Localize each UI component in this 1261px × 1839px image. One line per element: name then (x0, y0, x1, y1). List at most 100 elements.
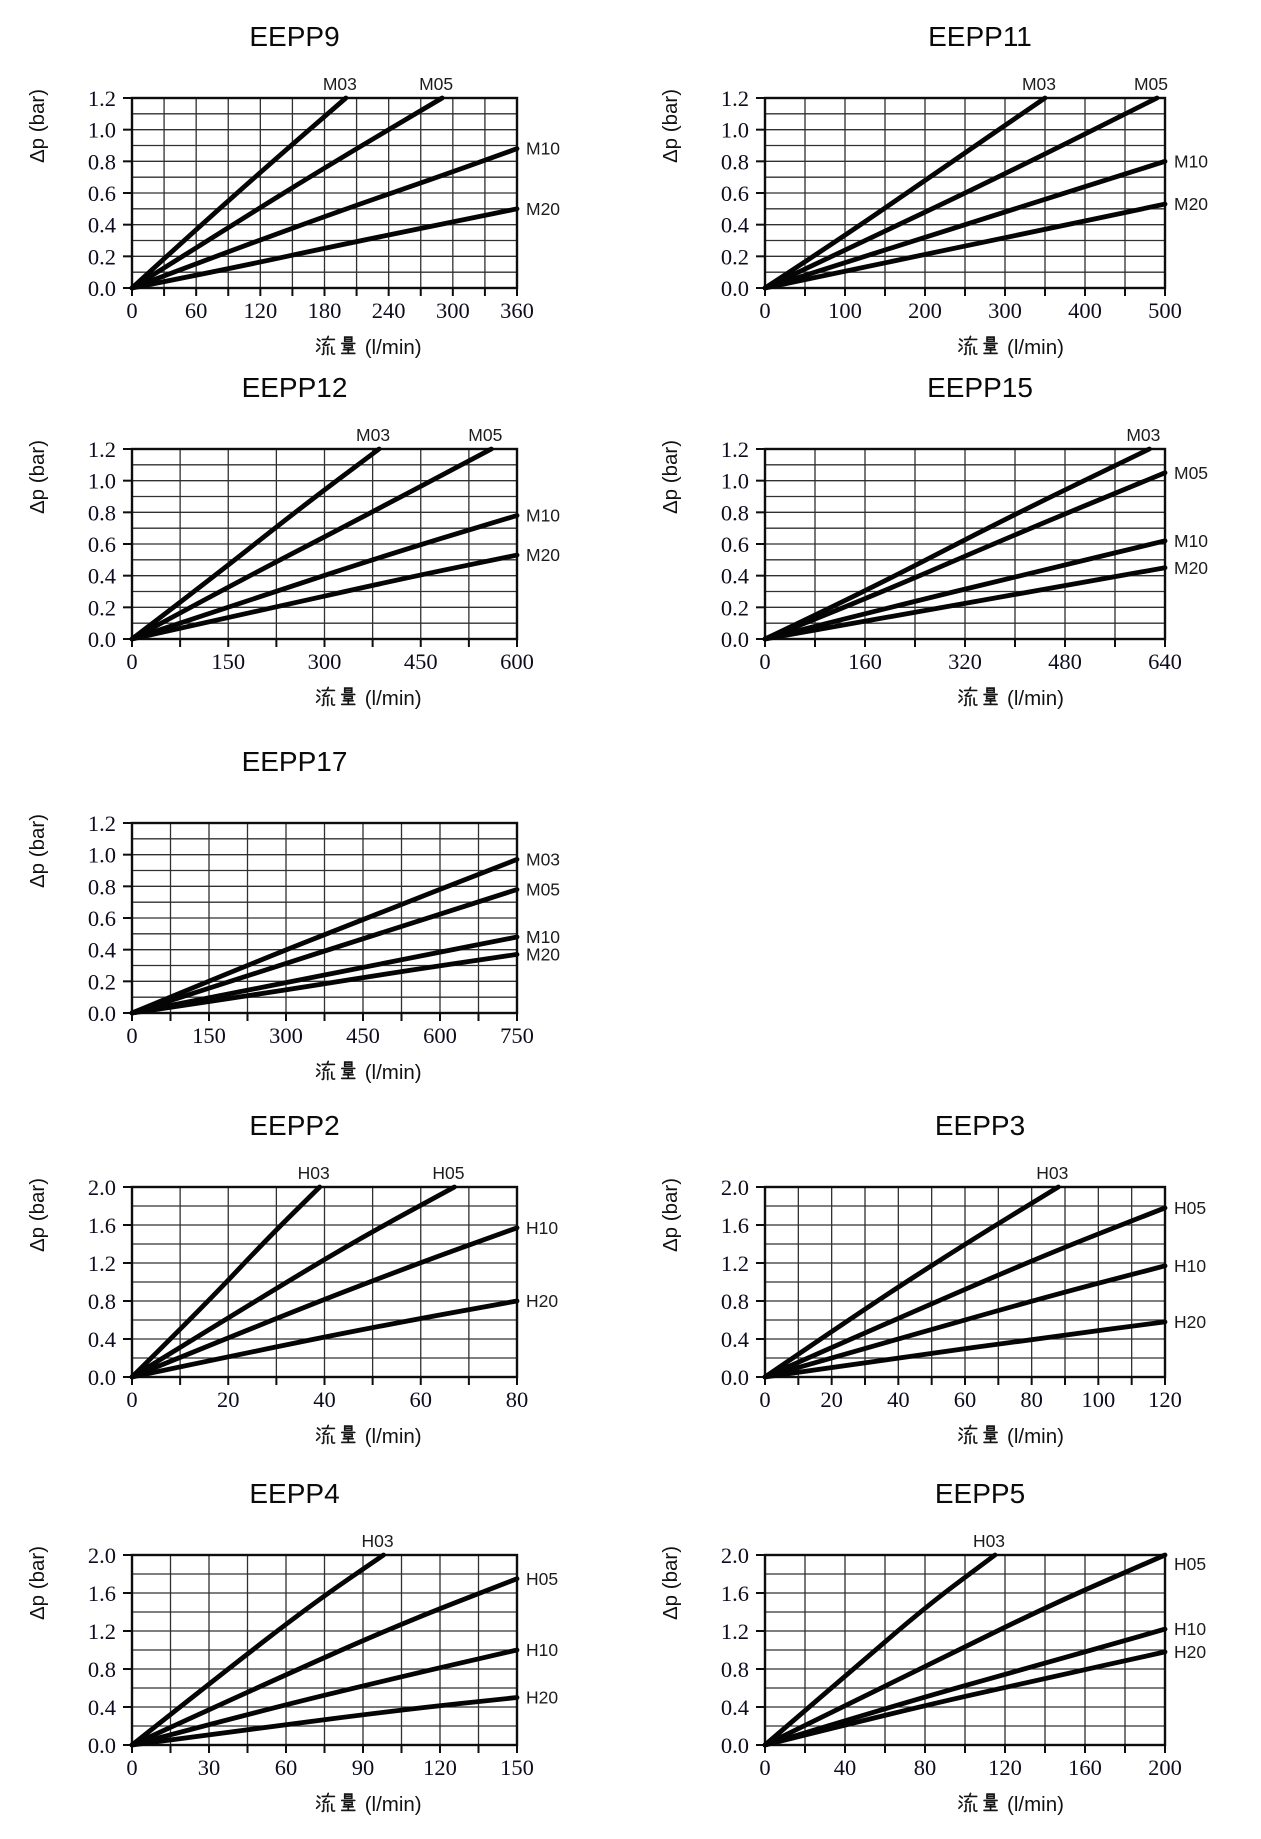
chart-EEPP12: M03 M05 M10 M20 EEPP12 0.0 0.2 0.4 0.6 0.8 1.0 1.2 0… (26, 372, 560, 710)
y-tick-label: 0.2 (88, 969, 116, 994)
y-tick-label: 0.8 (721, 1289, 749, 1314)
x-tick-label: 0 (126, 298, 137, 323)
chart-title: EEPP12 (242, 372, 348, 403)
chart-title: EEPP4 (249, 1478, 339, 1509)
x-axis-label-unit: (l/min) (365, 687, 422, 710)
curve-M20 (762, 565, 1168, 642)
chart-EEPP4: H03 H05 H10 H20 EEPP4 0.0 0.4 0.8 1.2 1.6 2.0 0 30 60… (26, 1478, 558, 1816)
x-tick-label: 0 (759, 298, 770, 323)
y-tick-label: 1.2 (88, 1619, 116, 1644)
cjk-flow-glyph (958, 686, 978, 707)
x-tick-label: 300 (436, 298, 470, 323)
x-tick-label: 40 (834, 1755, 857, 1780)
tick-marks (123, 1186, 518, 1385)
cjk-quantity-glyph (340, 687, 356, 706)
series-label-M03: M03 (323, 74, 357, 94)
x-tick-label: 640 (1148, 649, 1182, 674)
y-tick-label: 0.0 (721, 1733, 749, 1758)
curve-H20 (762, 1649, 1168, 1748)
x-axis-label: (l/min) (958, 1792, 1064, 1816)
x-tick-label: 80 (506, 1387, 529, 1412)
y-axis-label: Δp (bar) (26, 440, 49, 514)
series-label-M03: M03 (526, 849, 560, 869)
x-axis-label-unit: (l/min) (1007, 1425, 1064, 1448)
x-tick-label: 500 (1148, 298, 1182, 323)
curve-H10 (762, 1263, 1168, 1380)
y-tick-label: 0.0 (721, 1365, 749, 1390)
x-tick-label: 80 (914, 1755, 937, 1780)
y-tick-label: 0.8 (88, 500, 116, 525)
curve-M05 (762, 470, 1168, 642)
y-tick-label: 1.6 (88, 1213, 116, 1238)
curve-M10 (129, 146, 520, 291)
tick-marks (756, 448, 1166, 647)
series-label-H10: H10 (526, 1218, 558, 1238)
series-label-H03: H03 (361, 1531, 393, 1551)
y-tick-label: 0.4 (88, 938, 116, 963)
y-tick-label: 0.0 (721, 276, 749, 301)
y-axis-label: Δp (bar) (659, 89, 682, 163)
x-tick-label: 60 (275, 1755, 298, 1780)
y-tick-label: 0.4 (721, 564, 749, 589)
series-label-H05: H05 (432, 1163, 464, 1183)
curve-H20 (762, 1319, 1168, 1380)
curve-H10 (129, 1647, 520, 1748)
cjk-flow-glyph (315, 335, 336, 356)
curve-M10 (129, 934, 520, 1016)
y-tick-label: 0.6 (721, 532, 749, 557)
cjk-flow-glyph (958, 335, 978, 356)
curve-M10 (762, 538, 1168, 642)
cjk-quantity-glyph (983, 687, 998, 706)
chart-title: EEPP3 (935, 1110, 1025, 1141)
cjk-flow-glyph (958, 1792, 978, 1813)
x-tick-label: 150 (500, 1755, 534, 1780)
y-tick-label: 0.6 (721, 181, 749, 206)
x-tick-label: 0 (759, 1387, 770, 1412)
x-tick-label: 300 (308, 649, 342, 674)
x-tick-label: 60 (954, 1387, 977, 1412)
y-tick-label: 0.8 (88, 1289, 116, 1314)
series-label-H10: H10 (1174, 1619, 1206, 1639)
series-label-H05: H05 (1174, 1554, 1206, 1574)
series-label-M05: M05 (1174, 463, 1208, 483)
series-label-M05: M05 (1134, 74, 1168, 94)
curve-M05 (129, 95, 445, 291)
series-label-M20: M20 (1174, 194, 1208, 214)
gridlines (132, 98, 517, 288)
y-tick-label: 1.2 (721, 1619, 749, 1644)
series-label-M05: M05 (468, 425, 502, 445)
x-tick-label: 400 (1068, 298, 1102, 323)
x-tick-label: 90 (352, 1755, 375, 1780)
y-tick-label: 0.4 (721, 1695, 749, 1720)
series-label-M03: M03 (1022, 74, 1056, 94)
curve-H05 (129, 1184, 457, 1380)
x-tick-label: 160 (848, 649, 882, 674)
y-tick-label: 0.0 (88, 276, 116, 301)
x-tick-label: 300 (988, 298, 1022, 323)
curve-M03 (762, 446, 1152, 642)
y-tick-label: 1.0 (721, 469, 749, 494)
x-tick-label: 0 (759, 1755, 770, 1780)
x-tick-label: 150 (192, 1023, 226, 1048)
y-tick-label: 0.4 (88, 1327, 116, 1352)
y-axis-label: Δp (bar) (26, 814, 49, 888)
x-axis-label: (l/min) (958, 1424, 1064, 1448)
x-tick-label: 360 (500, 298, 534, 323)
y-tick-label: 1.2 (721, 1251, 749, 1276)
y-tick-label: 0.6 (88, 906, 116, 931)
x-tick-label: 40 (313, 1387, 336, 1412)
curve-M03 (129, 446, 382, 642)
curve-M03 (762, 95, 1048, 291)
x-tick-label: 200 (1148, 1755, 1182, 1780)
y-tick-label: 1.2 (721, 437, 749, 462)
x-tick-label: 60 (410, 1387, 433, 1412)
series-label-M10: M10 (526, 927, 560, 947)
x-axis-label: (l/min) (315, 686, 422, 710)
x-tick-label: 750 (500, 1023, 534, 1048)
series-label-H03: H03 (298, 1163, 330, 1183)
chart-title: EEPP15 (927, 372, 1033, 403)
curve-H03 (129, 1184, 323, 1380)
chart-EEPP2: H03 H05 H10 H20 EEPP2 0.0 0.4 0.8 1.2 1.6 2.0 0 20 40… (26, 1110, 558, 1448)
y-tick-label: 1.6 (721, 1581, 749, 1606)
